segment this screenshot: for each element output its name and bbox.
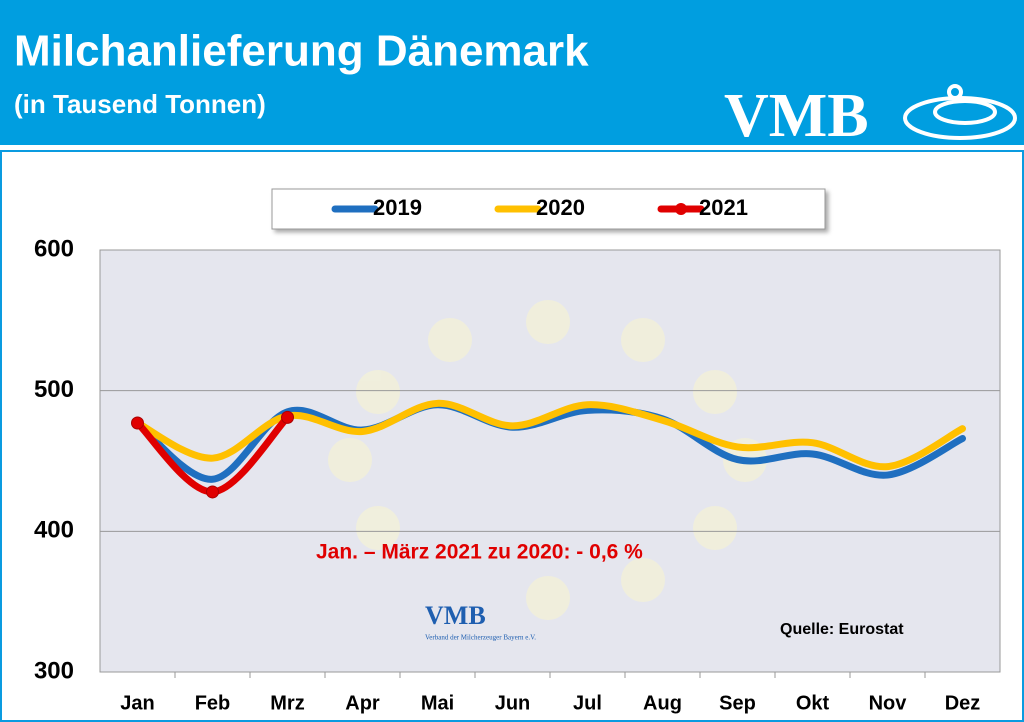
series-line	[134, 399, 966, 471]
legend-label: 2020	[536, 195, 585, 220]
x-tick-label: Jun	[495, 692, 531, 714]
title: Milchanlieferung Dänemark	[14, 27, 589, 76]
legend-marker	[675, 203, 687, 215]
x-tick-label: Jan	[120, 692, 154, 714]
logo-swirl	[903, 84, 1017, 140]
x-tick-label: Dez	[945, 692, 981, 714]
logo: VMB	[724, 82, 869, 150]
small-logo: VMB	[425, 601, 486, 630]
legend-label: 2021	[699, 195, 748, 220]
x-tick-label: Jul	[573, 692, 602, 714]
y-tick-label: 500	[34, 376, 74, 403]
x-tick-label: Okt	[796, 692, 830, 714]
annotation: Jan. – März 2021 zu 2020: - 0,6 %	[316, 541, 643, 564]
legend-label: 2019	[373, 195, 422, 220]
point-marker	[281, 410, 294, 424]
subtitle: (in Tausend Tonnen)	[14, 89, 266, 119]
x-tick-label: Aug	[643, 692, 682, 714]
y-tick-label: 300	[34, 657, 74, 684]
x-tick-label: Apr	[345, 692, 380, 714]
point-marker	[206, 485, 219, 499]
point-marker	[131, 416, 144, 430]
y-tick-label: 400	[34, 517, 74, 544]
x-tick-label: Mrz	[270, 692, 304, 714]
x-tick-label: Mai	[421, 692, 454, 714]
x-tick-label: Sep	[719, 692, 756, 714]
x-tick-label: Nov	[869, 692, 908, 714]
source: Quelle: Eurostat	[780, 621, 904, 638]
y-tick-label: 600	[34, 235, 74, 262]
x-tick-label: Feb	[195, 692, 231, 714]
small-logo-caption: Verband der Milcherzeuger Bayern e.V.	[425, 634, 536, 642]
header-band	[0, 0, 1024, 145]
